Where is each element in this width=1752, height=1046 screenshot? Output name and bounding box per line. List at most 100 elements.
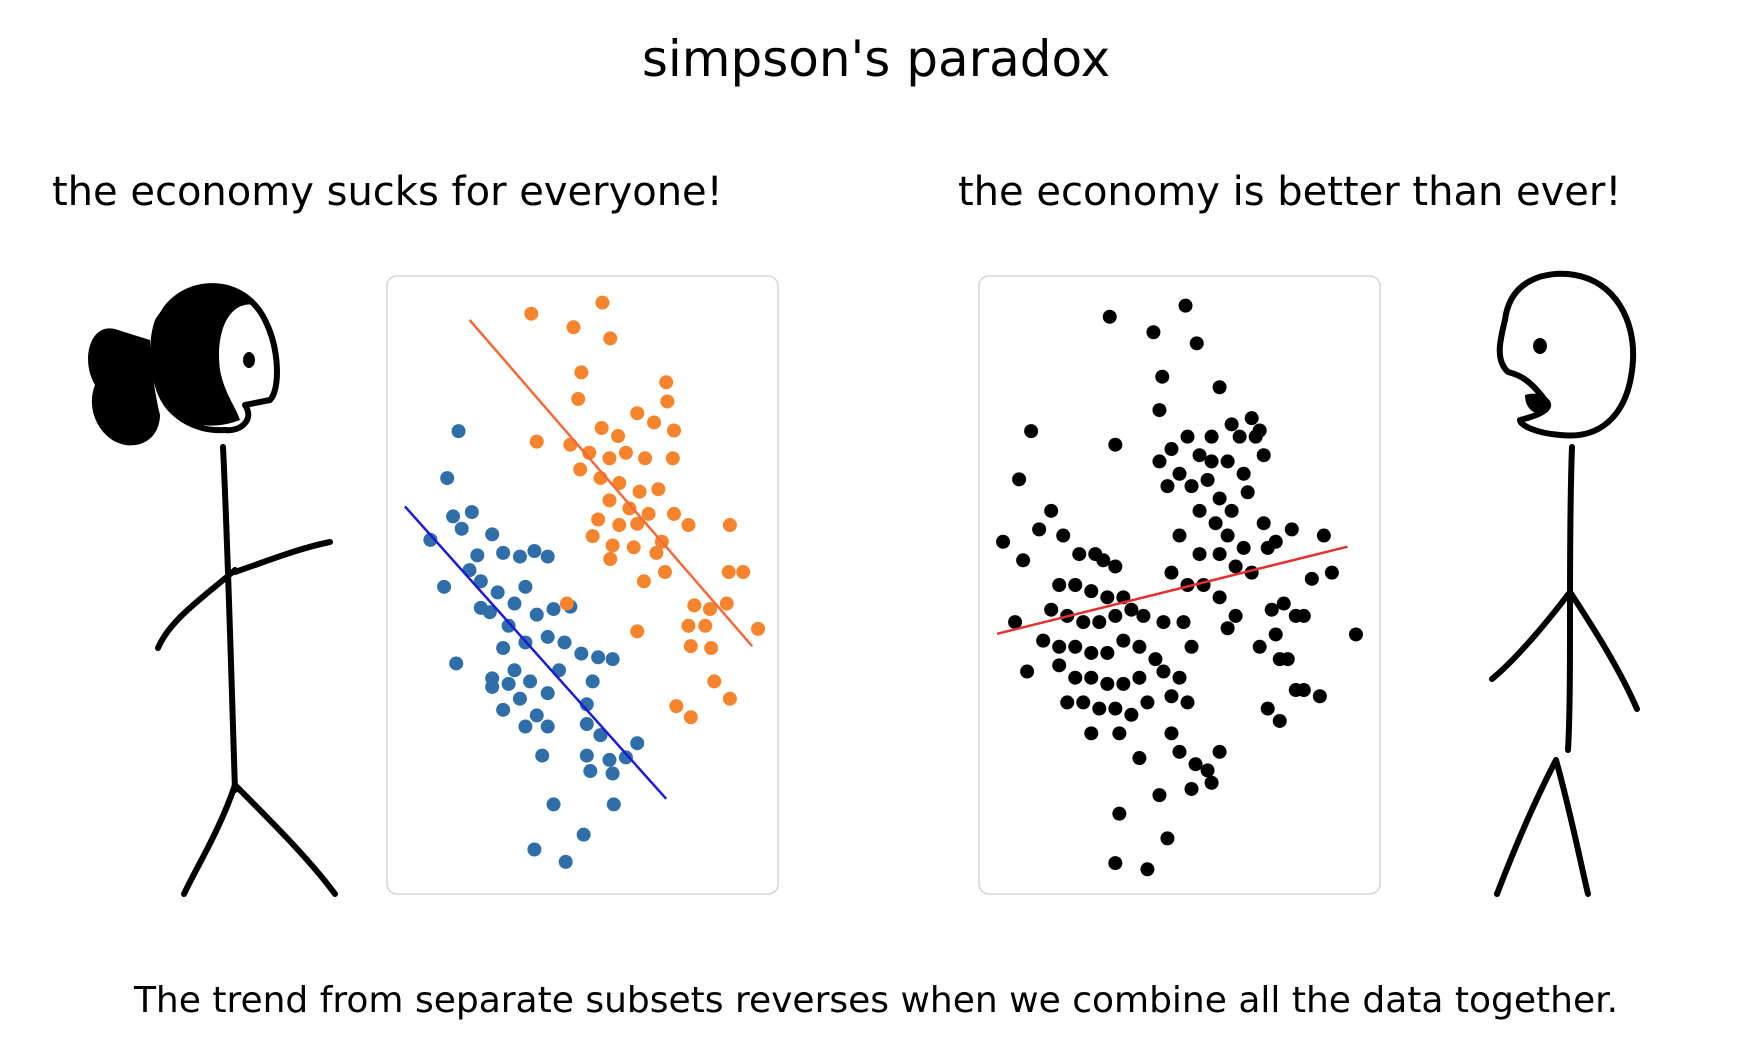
- data-point: [585, 529, 600, 544]
- data-point: [518, 719, 533, 734]
- data-point: [1240, 485, 1255, 500]
- data-point: [558, 854, 573, 869]
- data-point: [501, 618, 516, 633]
- data-point: [1348, 627, 1363, 642]
- data-point: [1324, 565, 1339, 580]
- data-point: [622, 501, 637, 516]
- data-point: [1236, 466, 1251, 481]
- head: [1496, 270, 1637, 439]
- data-point: [573, 462, 588, 477]
- data-point: [605, 538, 620, 553]
- data-point: [523, 674, 538, 689]
- data-point: [641, 506, 656, 521]
- data-point: [1256, 448, 1271, 463]
- data-point: [1100, 645, 1115, 660]
- data-point: [529, 708, 544, 723]
- data-point: [1116, 676, 1131, 691]
- data-point: [603, 331, 618, 346]
- data-point: [1076, 615, 1091, 630]
- data-point: [603, 552, 618, 567]
- data-point: [1155, 369, 1170, 384]
- data-point: [649, 545, 664, 560]
- data-point: [1212, 744, 1227, 759]
- legs: [1494, 757, 1591, 897]
- data-point: [576, 827, 591, 842]
- data-point: [546, 797, 561, 812]
- data-point: [1220, 621, 1235, 636]
- data-point: [593, 728, 608, 743]
- data-point: [1188, 757, 1203, 772]
- data-point: [1280, 652, 1295, 667]
- data-point: [566, 320, 581, 335]
- data-point: [470, 548, 485, 563]
- title: simpson's paradox: [642, 30, 1110, 88]
- data-point: [1200, 763, 1215, 778]
- data-point: [1220, 528, 1235, 543]
- data-point: [1152, 454, 1167, 469]
- data-point: [1176, 615, 1191, 630]
- data-point: [687, 598, 702, 613]
- data-point: [1204, 454, 1219, 469]
- data-point: [1172, 466, 1187, 481]
- data-point: [1192, 448, 1207, 463]
- eye: [1533, 338, 1547, 354]
- data-point: [1160, 831, 1175, 846]
- data-point: [1212, 491, 1227, 506]
- data-point: [1076, 695, 1091, 710]
- data-point: [612, 476, 627, 491]
- data-point: [996, 534, 1011, 549]
- data-point: [540, 549, 555, 564]
- woman-figure: [88, 283, 338, 897]
- data-point: [1116, 633, 1131, 648]
- trend-line: [404, 505, 668, 800]
- data-point: [507, 663, 522, 678]
- data-point: [1156, 615, 1171, 630]
- data-point: [736, 565, 751, 580]
- data-point: [1084, 726, 1099, 741]
- data-point: [449, 656, 464, 671]
- data-point: [1146, 325, 1161, 340]
- data-point: [698, 618, 713, 633]
- data-point: [524, 306, 539, 321]
- data-point: [719, 596, 734, 611]
- data-point: [1124, 707, 1139, 722]
- data-point: [683, 639, 698, 654]
- data-point: [605, 766, 620, 781]
- data-point: [683, 710, 698, 725]
- data-point: [1108, 856, 1123, 871]
- data-point: [611, 429, 626, 444]
- data-point: [1108, 437, 1123, 452]
- legs: [181, 782, 338, 897]
- data-point: [751, 621, 766, 636]
- data-point: [1140, 695, 1155, 710]
- data-point: [1178, 298, 1193, 313]
- right-caption: the economy is better than ever!: [958, 169, 1621, 215]
- data-point: [1236, 540, 1251, 555]
- data-point: [1228, 608, 1243, 623]
- data-point: [1184, 479, 1199, 494]
- data-point: [660, 394, 675, 409]
- man-figure: [1489, 270, 1640, 897]
- data-point: [1108, 559, 1123, 574]
- data-point: [1212, 380, 1227, 395]
- data-point: [585, 674, 600, 689]
- data-point: [1148, 652, 1163, 667]
- data-point: [437, 579, 452, 594]
- data-point: [1284, 522, 1299, 537]
- data-point: [702, 602, 717, 617]
- data-point: [1008, 615, 1023, 630]
- data-point: [574, 365, 589, 380]
- data-point: [1084, 670, 1099, 685]
- data-point: [1108, 701, 1123, 716]
- data-point: [1100, 676, 1115, 691]
- data-point: [1204, 429, 1219, 444]
- data-point: [496, 641, 511, 656]
- data-point: [630, 736, 645, 751]
- data-point: [574, 646, 589, 661]
- mouth: [1525, 393, 1550, 414]
- data-point: [583, 764, 598, 779]
- data-point: [681, 618, 696, 633]
- plot-panel: [978, 275, 1381, 895]
- data-point: [1044, 602, 1059, 617]
